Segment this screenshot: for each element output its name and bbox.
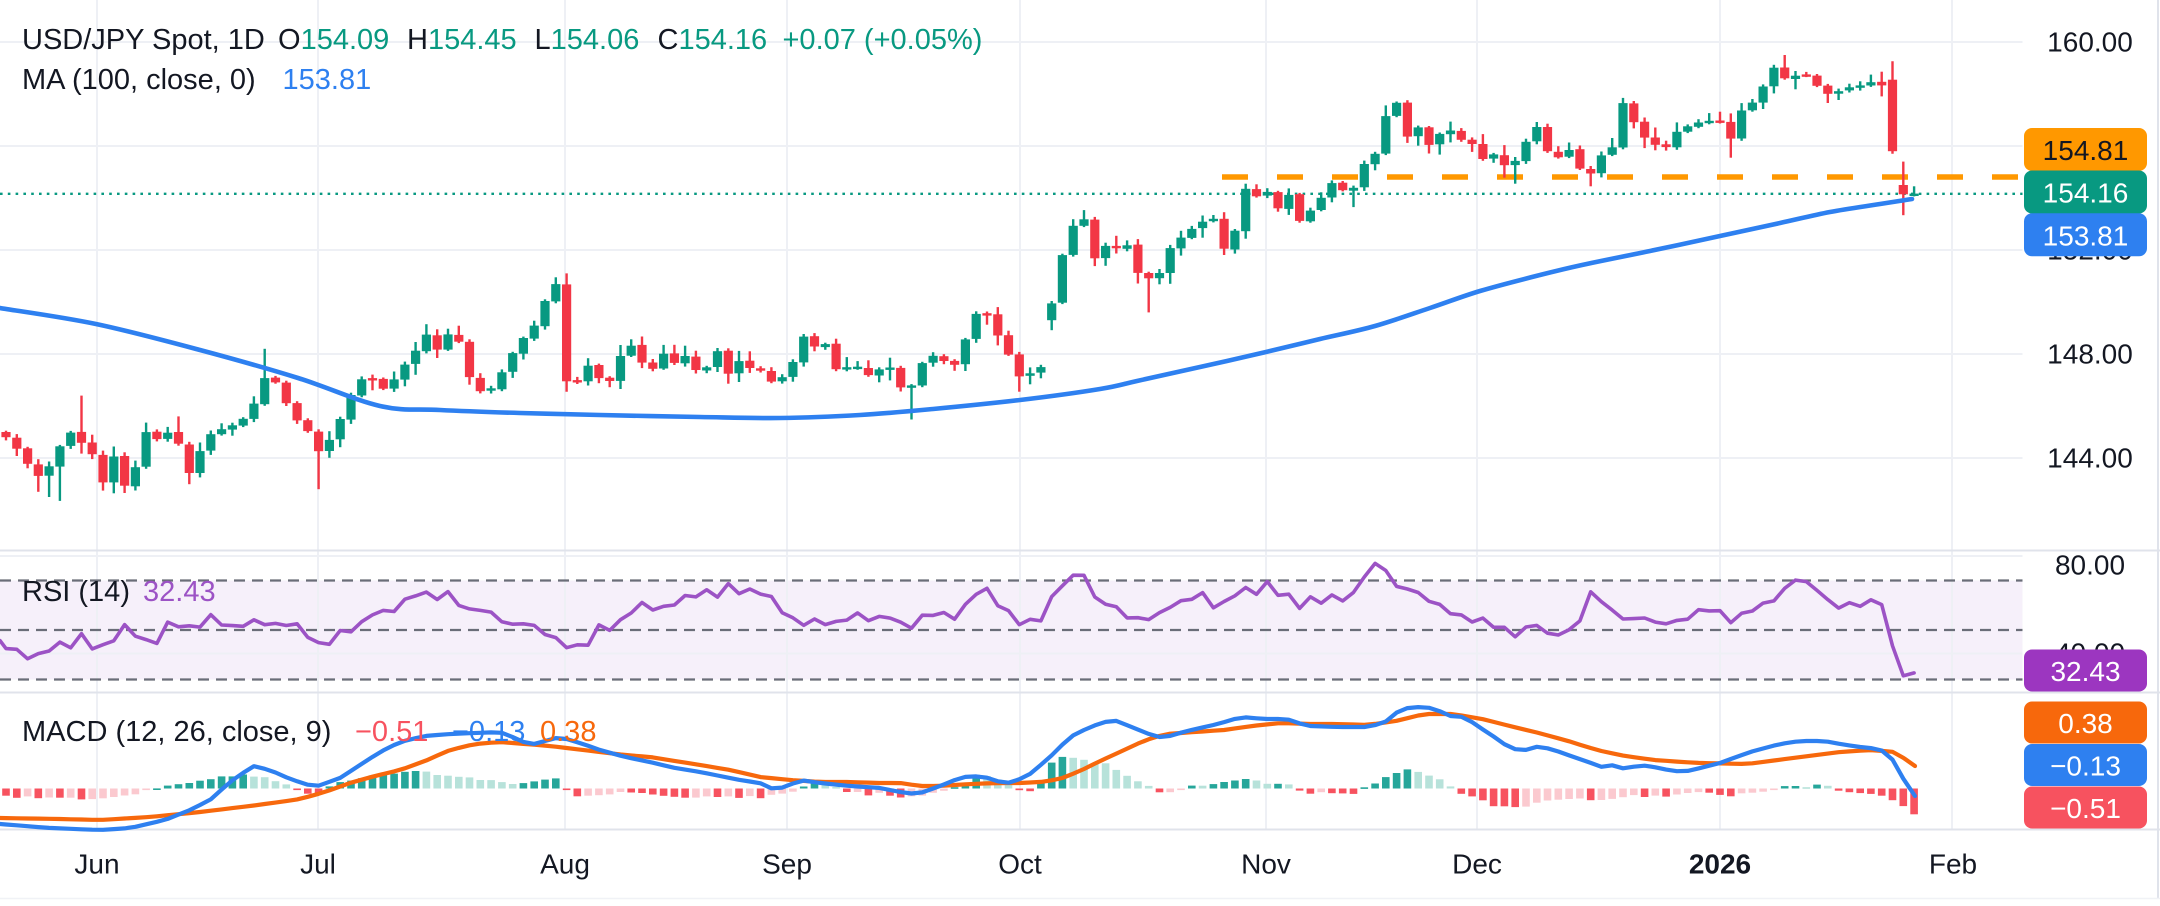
svg-text:Jul: Jul (300, 849, 336, 880)
svg-text:H154.45: H154.45 (407, 24, 517, 56)
svg-text:2026: 2026 (1689, 849, 1751, 880)
svg-text:154.16: 154.16 (2043, 178, 2129, 209)
svg-text:Aug: Aug (540, 849, 590, 880)
svg-text:+0.07 (+0.05%): +0.07 (+0.05%) (783, 24, 983, 56)
svg-text:Sep: Sep (762, 849, 812, 880)
svg-text:L154.06: L154.06 (535, 24, 640, 56)
svg-text:153.81: 153.81 (283, 64, 372, 96)
svg-text:Feb: Feb (1929, 849, 1977, 880)
svg-text:−0.13: −0.13 (2050, 751, 2121, 782)
svg-text:32.43: 32.43 (2050, 656, 2120, 687)
svg-text:160.00: 160.00 (2047, 27, 2133, 58)
svg-text:−0.13: −0.13 (452, 716, 525, 748)
svg-text:32.43: 32.43 (143, 576, 216, 608)
svg-text:Dec: Dec (1452, 849, 1502, 880)
svg-text:O154.09: O154.09 (278, 24, 389, 56)
svg-text:0.38: 0.38 (2058, 708, 2113, 739)
svg-text:154.81: 154.81 (2043, 135, 2129, 166)
svg-text:USD/JPY Spot, 1D: USD/JPY Spot, 1D (22, 24, 265, 56)
svg-text:C154.16: C154.16 (658, 24, 768, 56)
svg-text:MACD (12, 26, close, 9): MACD (12, 26, close, 9) (22, 716, 331, 748)
svg-text:−0.51: −0.51 (355, 716, 428, 748)
svg-text:144.00: 144.00 (2047, 443, 2133, 474)
svg-text:RSI (14): RSI (14) (22, 576, 130, 608)
svg-text:Oct: Oct (998, 849, 1042, 880)
svg-text:153.81: 153.81 (2043, 220, 2129, 251)
svg-text:80.00: 80.00 (2055, 550, 2125, 581)
svg-text:MA (100, close, 0): MA (100, close, 0) (22, 64, 256, 96)
svg-text:0.38: 0.38 (540, 716, 596, 748)
svg-text:Nov: Nov (1241, 849, 1291, 880)
svg-text:−0.51: −0.51 (2050, 793, 2121, 824)
svg-text:Jun: Jun (74, 849, 119, 880)
svg-text:148.00: 148.00 (2047, 339, 2133, 370)
